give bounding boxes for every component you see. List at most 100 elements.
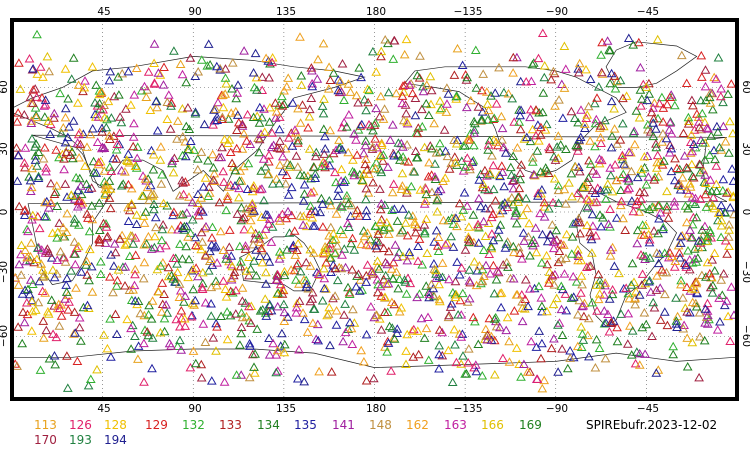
- observation-marker: [325, 222, 336, 232]
- observation-marker: [49, 350, 60, 360]
- observation-marker: [482, 115, 493, 124]
- observation-marker: [473, 238, 484, 247]
- observation-marker: [123, 179, 134, 189]
- observation-marker: [681, 162, 692, 172]
- observation-marker: [259, 104, 269, 113]
- observation-marker: [255, 184, 265, 194]
- observation-marker: [284, 133, 294, 142]
- observation-marker: [376, 138, 387, 147]
- observation-marker: [550, 101, 560, 110]
- observation-marker: [543, 278, 554, 287]
- observation-marker: [379, 307, 390, 316]
- observation-marker: [307, 65, 317, 75]
- observation-marker: [318, 108, 329, 118]
- observation-marker: [594, 275, 605, 285]
- observation-marker: [234, 176, 245, 185]
- observation-marker: [376, 46, 387, 56]
- observation-marker: [599, 318, 610, 328]
- observation-marker: [450, 276, 461, 286]
- observation-marker: [612, 322, 622, 332]
- observation-marker: [71, 243, 82, 252]
- observation-marker: [290, 125, 300, 134]
- observation-marker: [531, 105, 541, 114]
- observation-marker: [268, 140, 279, 149]
- observation-marker: [518, 210, 528, 220]
- observation-marker: [484, 168, 495, 177]
- observation-marker: [432, 206, 443, 216]
- observation-marker: [527, 152, 538, 162]
- observation-marker: [286, 265, 296, 274]
- observation-marker: [55, 246, 66, 256]
- observation-marker: [313, 54, 323, 64]
- observation-marker: [469, 256, 480, 266]
- observation-marker: [442, 99, 452, 108]
- observation-marker: [310, 169, 321, 178]
- observation-marker: [242, 109, 253, 119]
- observation-marker: [687, 258, 698, 267]
- observation-marker: [489, 288, 500, 298]
- observation-marker: [629, 139, 640, 149]
- observation-marker: [636, 101, 646, 110]
- observation-marker: [536, 258, 547, 267]
- observation-marker: [339, 117, 349, 127]
- observation-marker: [326, 367, 337, 376]
- observation-marker: [537, 383, 548, 393]
- observation-marker: [74, 195, 85, 205]
- observation-marker: [464, 275, 475, 285]
- observation-marker: [383, 246, 394, 256]
- observation-marker: [521, 76, 532, 86]
- observation-marker: [244, 338, 255, 348]
- observation-marker: [190, 232, 201, 242]
- observation-marker: [423, 312, 433, 321]
- observation-marker: [144, 195, 154, 205]
- observation-marker: [87, 61, 98, 71]
- observation-marker: [410, 146, 421, 155]
- observation-marker: [128, 285, 138, 294]
- observation-marker: [33, 173, 44, 182]
- observation-marker: [424, 110, 434, 119]
- observation-marker: [287, 141, 298, 150]
- observation-marker: [542, 306, 552, 316]
- observation-marker: [456, 211, 467, 221]
- observation-marker: [622, 184, 633, 194]
- observation-marker: [33, 297, 44, 307]
- observation-marker: [687, 337, 698, 347]
- observation-marker: [95, 269, 106, 278]
- observation-marker: [14, 201, 25, 211]
- observation-marker: [218, 276, 229, 285]
- observation-marker: [462, 72, 473, 82]
- observation-marker: [542, 259, 553, 269]
- observation-marker: [433, 232, 444, 241]
- observation-marker: [32, 69, 43, 78]
- observation-marker: [339, 95, 349, 104]
- observation-marker: [84, 244, 95, 254]
- observation-marker: [94, 198, 105, 207]
- observation-marker: [142, 182, 153, 192]
- observation-marker: [614, 268, 624, 278]
- observation-marker: [86, 201, 97, 210]
- observation-marker: [139, 338, 149, 348]
- observation-marker: [220, 64, 231, 73]
- observation-marker: [723, 187, 733, 196]
- observation-marker: [189, 145, 199, 154]
- observation-marker: [497, 135, 507, 144]
- observation-marker: [16, 249, 26, 259]
- observation-marker: [317, 101, 328, 110]
- observation-marker: [94, 237, 105, 247]
- observation-marker: [73, 129, 84, 139]
- observation-marker: [76, 267, 87, 276]
- observation-marker: [504, 336, 514, 346]
- observation-marker: [641, 179, 652, 189]
- observation-marker: [444, 274, 454, 284]
- observation-marker: [331, 209, 342, 218]
- observation-marker: [177, 175, 187, 185]
- observation-marker: [295, 32, 305, 41]
- observation-marker: [208, 333, 219, 342]
- observation-marker: [535, 167, 546, 176]
- observation-marker: [25, 175, 36, 185]
- observation-marker: [632, 225, 643, 235]
- observation-marker: [593, 82, 604, 91]
- observation-marker: [386, 366, 396, 375]
- observation-marker: [110, 247, 121, 257]
- observation-marker: [697, 108, 708, 118]
